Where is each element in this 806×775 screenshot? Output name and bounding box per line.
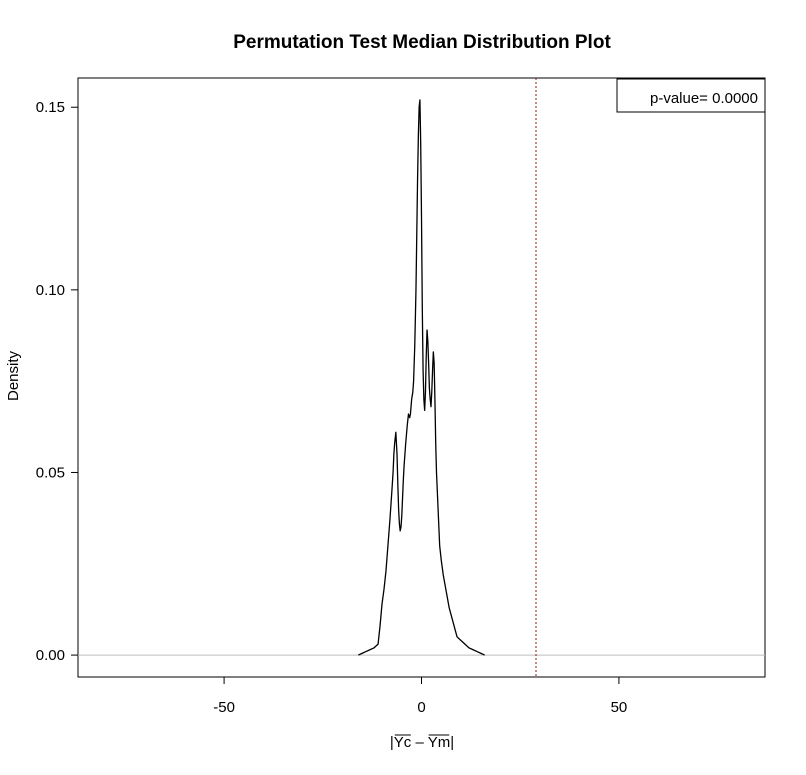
y-tick-label: 0.05 (36, 464, 65, 481)
x-tick-label: 0 (417, 699, 425, 716)
y-tick-label: 0.10 (36, 282, 65, 299)
legend-box (616, 78, 766, 113)
y-tick-label: 0.00 (36, 647, 65, 664)
series-line (358, 99, 485, 656)
x-tick-label: -50 (213, 699, 235, 716)
x-axis: -50 0 50 (213, 677, 627, 716)
legend-entry: p-value= 0.0000 (650, 90, 758, 107)
x-axis-label: |Yc – Ym| (390, 734, 454, 751)
x-tick-label: 50 (611, 699, 628, 716)
chart-title: Permutation Test Median Distribution Plo… (233, 32, 611, 53)
x-label-term-b: Ym (428, 734, 451, 751)
y-axis-label: Density (5, 350, 22, 401)
y-axis: 0.00 0.05 0.10 0.15 (36, 99, 78, 664)
x-label-left-bar: | (390, 734, 394, 751)
svg-text:|Yc – Ym|: |Yc – Ym| (390, 734, 454, 751)
x-label-separator: – (411, 734, 427, 751)
x-label-right-bar: | (450, 734, 454, 751)
legend: p-value= 0.0000 (616, 78, 766, 113)
x-label-term-a: Yc (394, 734, 412, 751)
y-tick-label: 0.15 (36, 99, 65, 116)
